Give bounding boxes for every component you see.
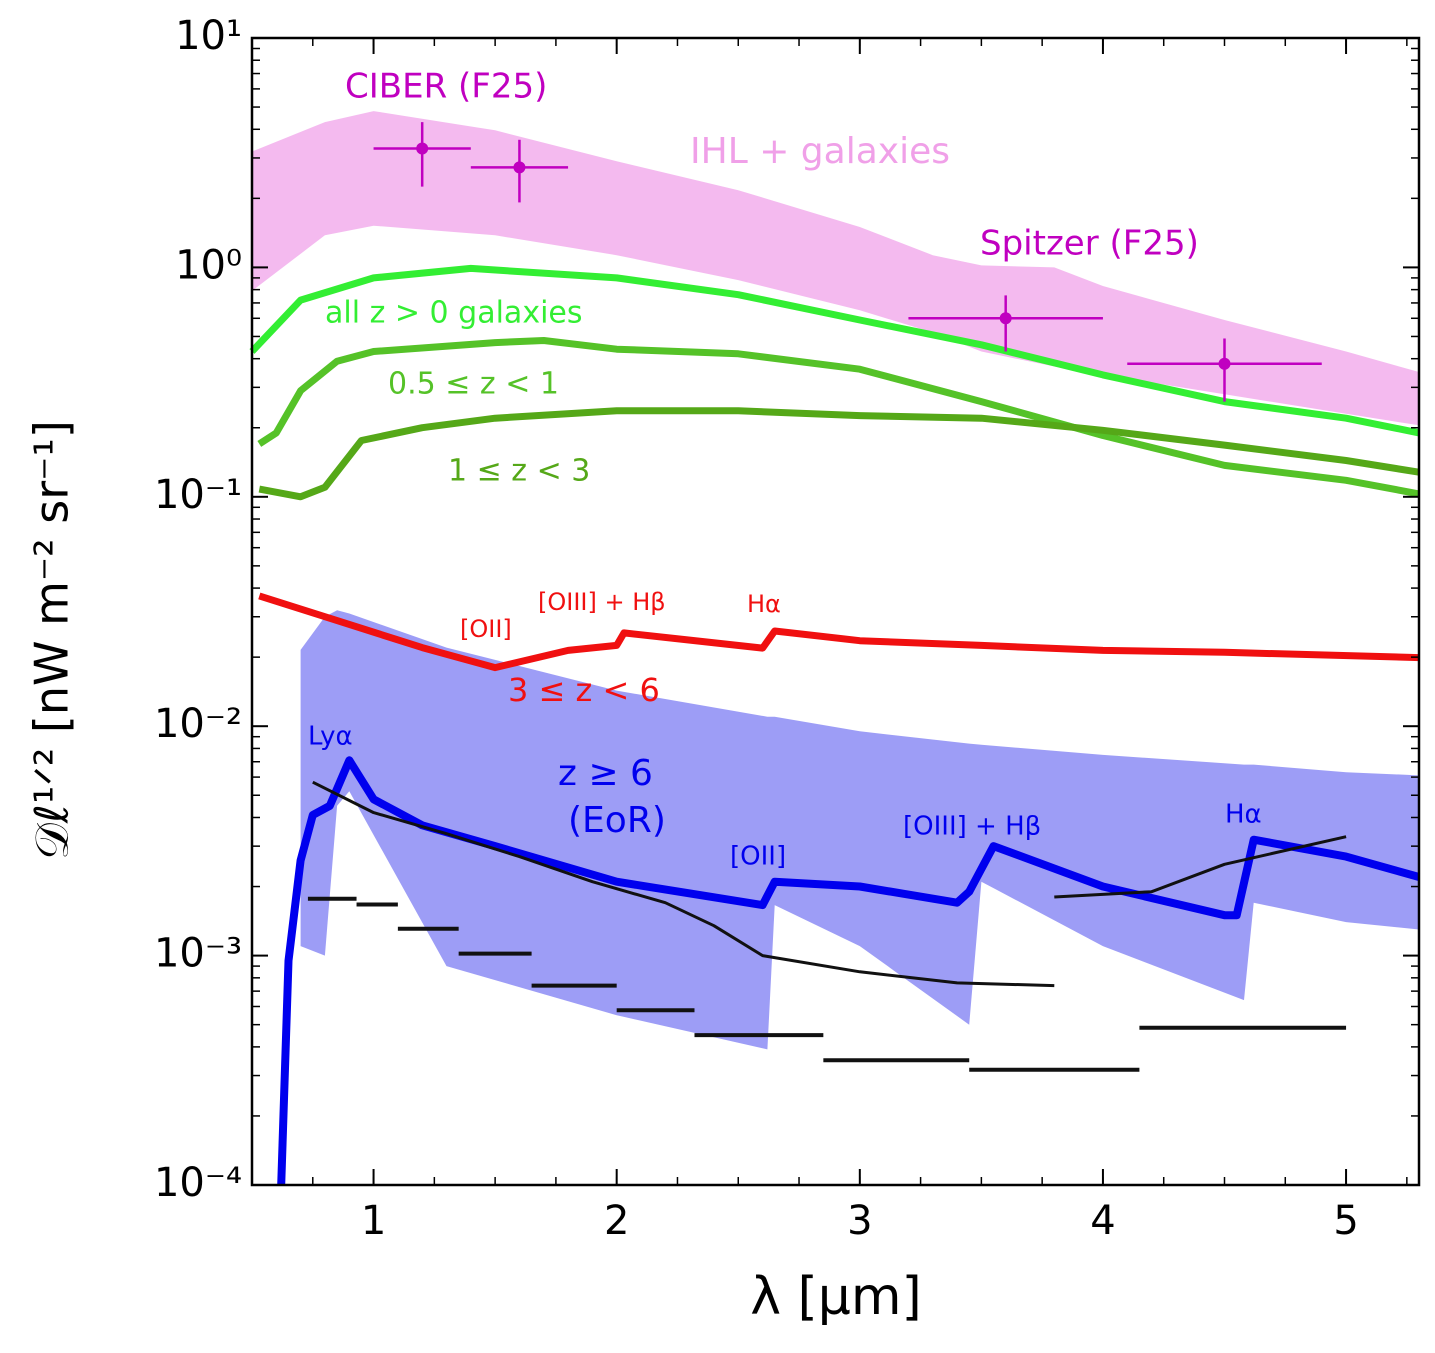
errorbar-label: CIBER (F25) [345, 67, 547, 107]
line [312, 780, 1347, 988]
plot-frame [250, 36, 1421, 1187]
annotation: z ≥ 6 [558, 753, 653, 794]
y-axis-label: 𝒟ℓ¹ᐟ² [nW m⁻² sr⁻¹] [25, 420, 79, 860]
x-tick-label: 3 [847, 1198, 872, 1244]
series-label: 3 ≤ z < 6 [508, 671, 660, 709]
line [258, 592, 1420, 672]
annotation: [OII] [730, 842, 786, 872]
annotation: [OIII] + Hβ [538, 588, 666, 616]
y-tick-label: 10⁻² [154, 701, 242, 747]
line [257, 337, 1420, 498]
x-tick-label: 5 [1333, 1198, 1358, 1244]
line [277, 756, 1421, 1186]
y-tick-label: 10⁰ [175, 242, 242, 288]
annotation: Hα [747, 590, 781, 618]
band [300, 610, 1420, 1050]
point [1218, 357, 1231, 370]
line [258, 407, 1420, 501]
x-tick-label: 1 [361, 1198, 386, 1244]
y-tick-label: 10⁻⁴ [154, 1160, 242, 1206]
y-tick-label: 10⁻³ [154, 931, 242, 977]
y-tick-label: 10¹ [175, 13, 242, 59]
annotation: (EoR) [568, 800, 666, 841]
band [252, 111, 1419, 426]
series-label: 0.5 ≤ z < 1 [388, 367, 559, 402]
annotation: [OIII] + Hβ [903, 812, 1041, 842]
x-tick-label: 2 [604, 1198, 629, 1244]
annotation: Lyα [308, 722, 353, 752]
point [416, 142, 429, 155]
series-label: all z > 0 galaxies [325, 296, 583, 331]
band-label: IHL + galaxies [690, 131, 950, 172]
x-axis-label: λ [μm] [750, 1267, 922, 1327]
line [249, 264, 1420, 437]
x-tick-label: 4 [1090, 1198, 1115, 1244]
point [999, 312, 1012, 325]
errorbar-label: Spitzer (F25) [980, 224, 1199, 264]
series-label: 1 ≤ z < 3 [448, 454, 590, 489]
y-tick-label: 10⁻¹ [154, 472, 242, 518]
annotation: Hα [1225, 800, 1262, 830]
point [513, 161, 526, 174]
annotation: [OII] [460, 615, 512, 643]
